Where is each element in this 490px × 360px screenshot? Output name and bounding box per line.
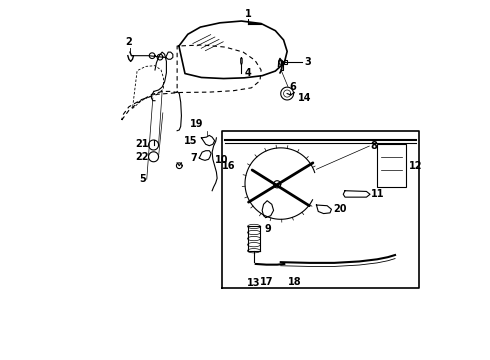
- Text: 16: 16: [222, 161, 235, 171]
- Text: 4: 4: [245, 68, 251, 78]
- Text: 10: 10: [215, 156, 228, 165]
- Text: 14: 14: [298, 93, 311, 103]
- Text: 1: 1: [245, 9, 251, 19]
- Text: 6: 6: [290, 82, 296, 92]
- Bar: [377, 144, 406, 187]
- Text: 8: 8: [371, 141, 378, 151]
- Text: 20: 20: [334, 203, 347, 213]
- Text: 18: 18: [288, 277, 302, 287]
- Text: 2: 2: [125, 37, 132, 47]
- Text: 19: 19: [190, 119, 203, 129]
- Text: 3: 3: [304, 57, 311, 67]
- Text: 7: 7: [190, 153, 197, 163]
- Text: 5: 5: [139, 174, 146, 184]
- Text: 11: 11: [371, 189, 384, 199]
- Text: 13: 13: [247, 278, 261, 288]
- Text: 17: 17: [260, 277, 273, 287]
- Text: 9: 9: [265, 224, 271, 234]
- Text: 21: 21: [135, 139, 148, 149]
- Text: 12: 12: [409, 161, 422, 171]
- Text: 22: 22: [135, 152, 148, 162]
- Bar: [284, 60, 287, 64]
- Text: 15: 15: [184, 136, 197, 147]
